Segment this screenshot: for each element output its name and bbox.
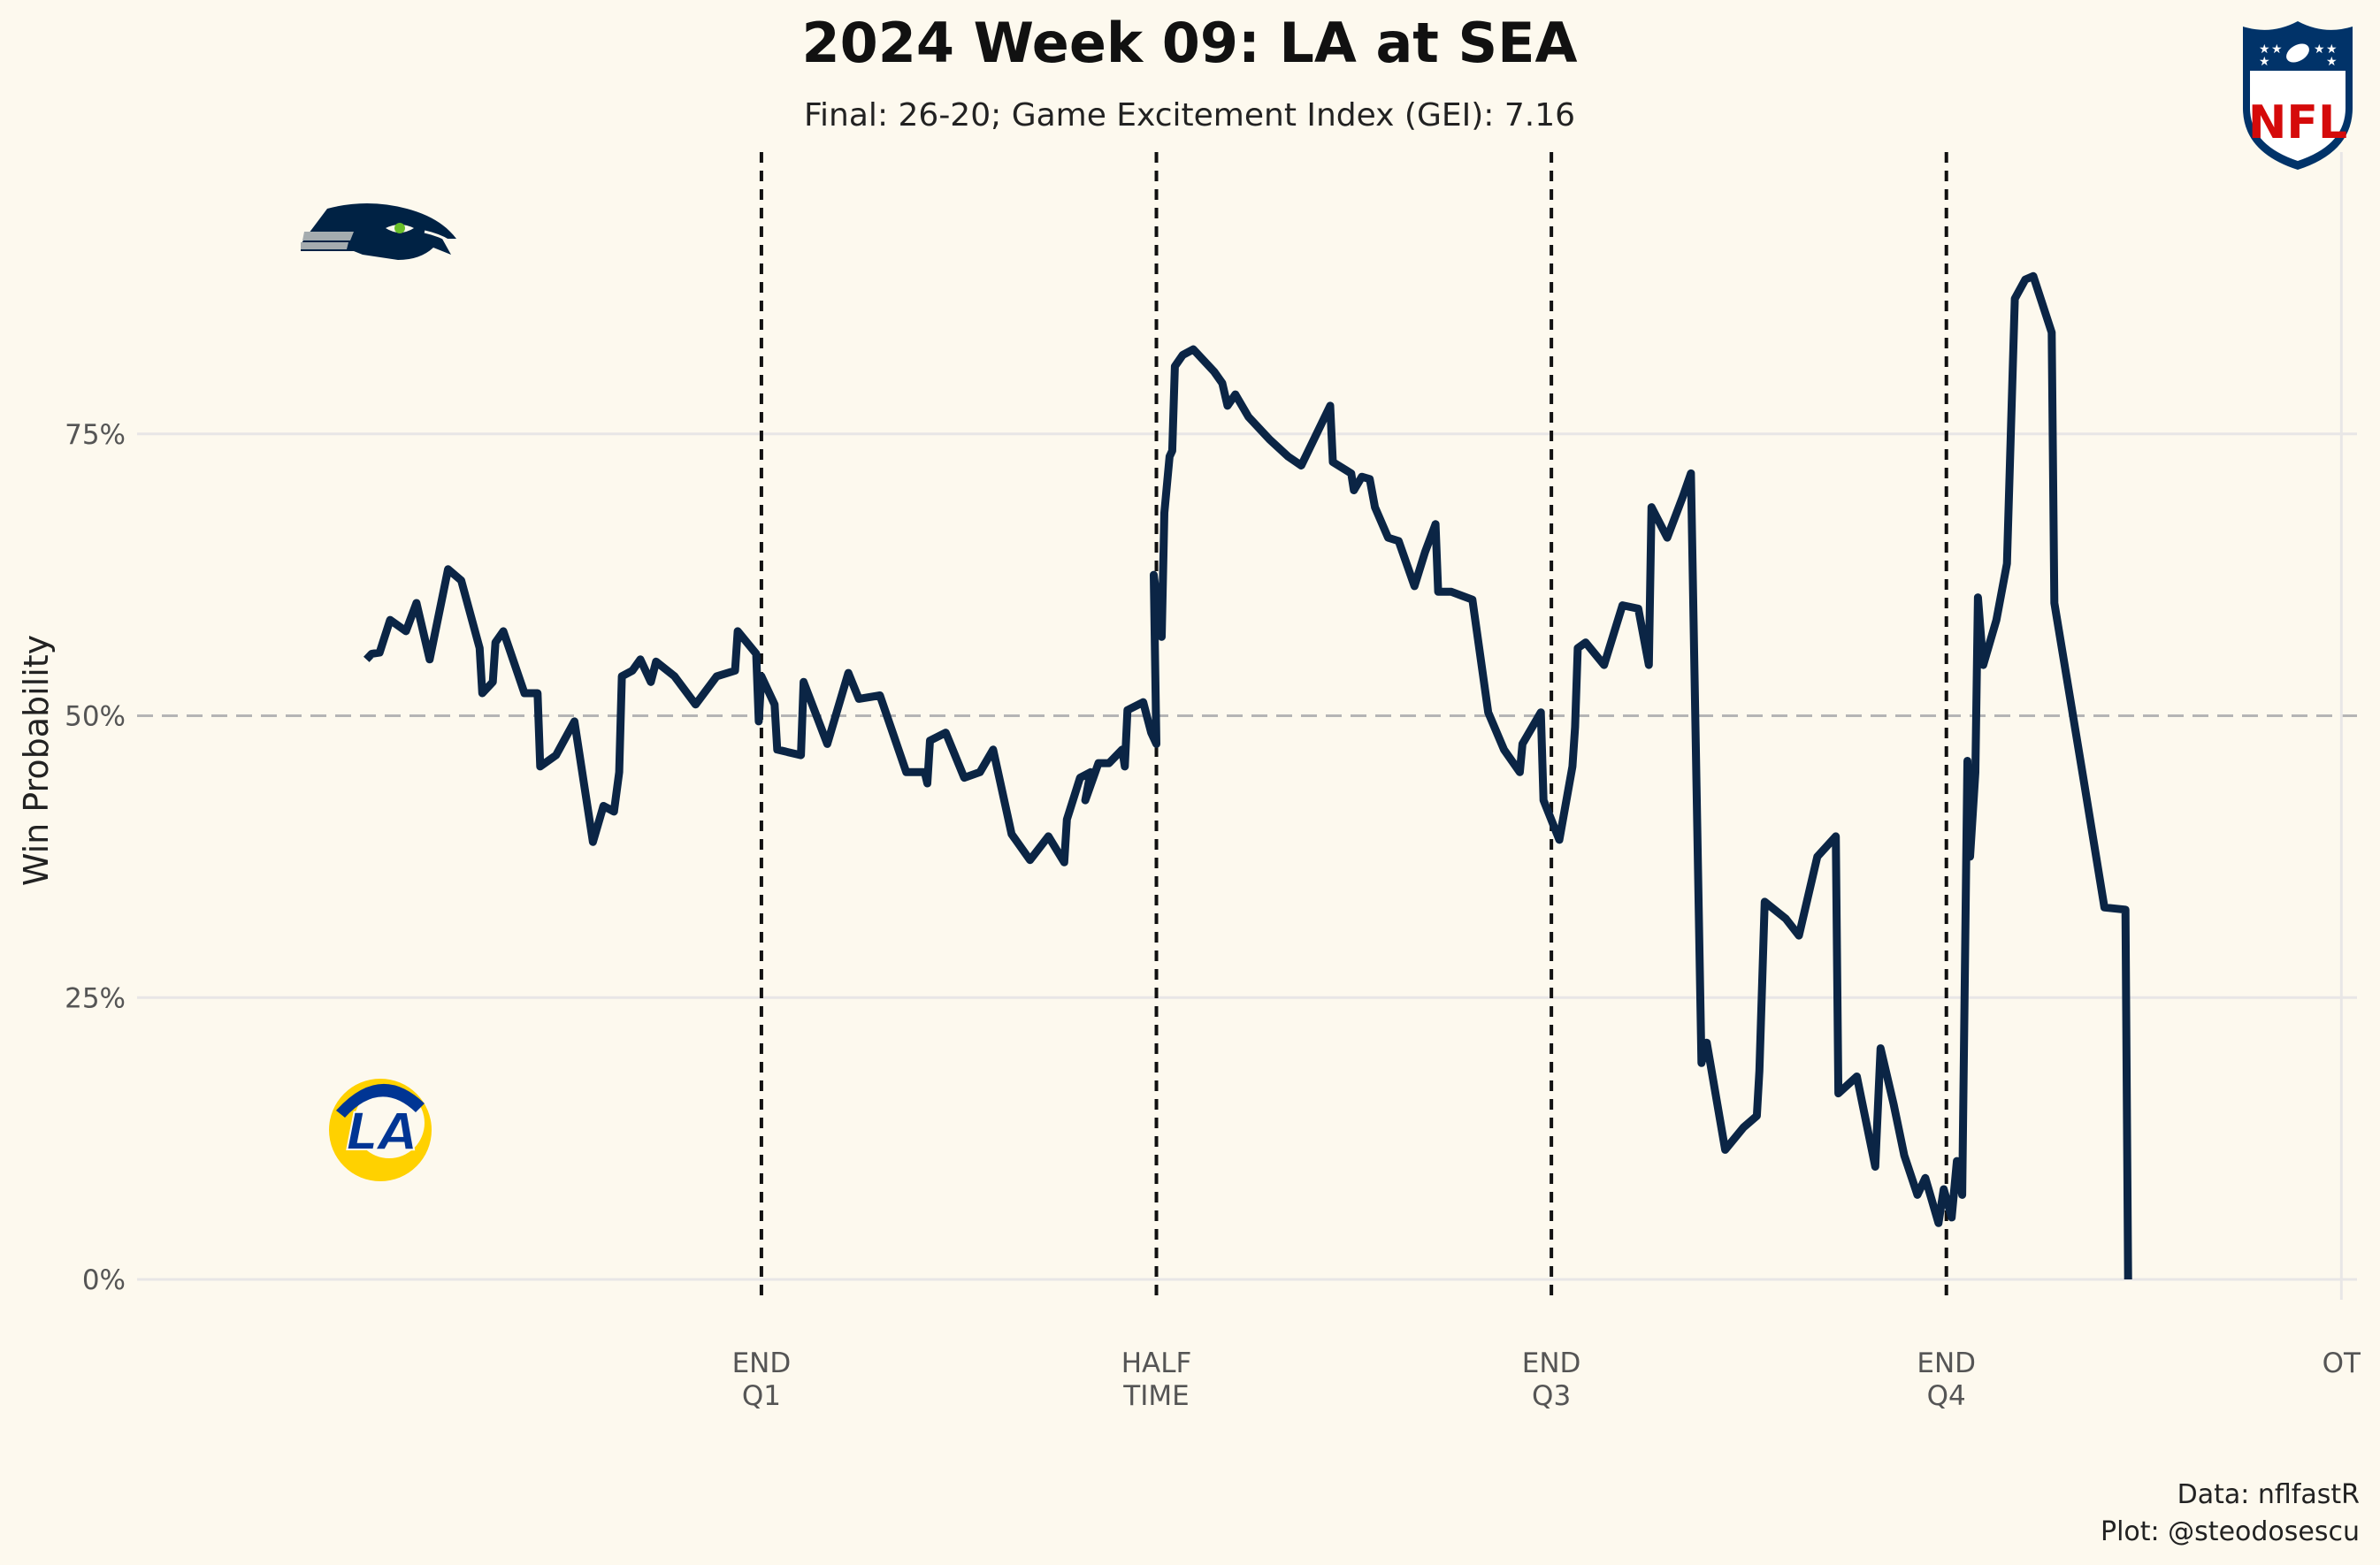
x-tick-label: TIME: [1122, 1380, 1189, 1412]
nfl-logo-text: NFL: [2248, 96, 2347, 149]
x-tick-label: Q4: [1927, 1380, 1966, 1412]
x-tick-label: Q3: [1532, 1380, 1571, 1412]
y-tick-label: 25%: [65, 982, 126, 1014]
quarter-dividers: [759, 152, 1948, 1300]
nfl-shield-inner: [2250, 71, 2346, 161]
star-icon: ★: [2259, 42, 2270, 57]
grid-lines: [137, 152, 2357, 1300]
y-axis-ticks: 0% 25% 50% 75%: [65, 419, 126, 1296]
seahawks-beak-highlight: [424, 230, 452, 244]
rams-logo-text: LA: [346, 1102, 418, 1162]
star-icon: ★: [2259, 55, 2270, 69]
x-tick-label: END: [1917, 1347, 1976, 1379]
x-tick-label: Q1: [742, 1380, 781, 1412]
y-tick-label: 50%: [65, 701, 126, 733]
rams-horn-blue: [336, 1083, 425, 1118]
nfl-football-icon: [2286, 43, 2309, 63]
chart-title: 2024 Week 09: LA at SEA: [801, 11, 1577, 75]
y-tick-label: 75%: [65, 419, 126, 451]
series-layer: [364, 271, 2132, 1280]
seahawks-eye: [394, 223, 405, 233]
y-axis-label: Win Probability: [17, 635, 56, 886]
nfl-logo: ★ ★ ★ ★ ★ ★ NFL: [2243, 21, 2353, 170]
x-tick-label: END: [732, 1347, 792, 1379]
seahawks-gray-feathers: [301, 232, 354, 249]
rams-horn-inner: [354, 1088, 425, 1158]
star-icon: ★: [2271, 42, 2283, 57]
seahawks-logo: [301, 203, 456, 260]
caption-data-source: Data: nflfastR: [2177, 1479, 2360, 1510]
star-icon: ★: [2326, 55, 2338, 69]
y-tick-label: 0%: [82, 1264, 126, 1296]
star-icon: ★: [2326, 42, 2338, 57]
x-tick-label: END: [1522, 1347, 1581, 1379]
win-probability-line: [364, 271, 2132, 1280]
chart-subtitle: Final: 26-20; Game Excitement Index (GEI…: [804, 97, 1575, 134]
x-tick-label: OT: [2323, 1347, 2361, 1379]
star-icon: ★: [2314, 42, 2325, 57]
rams-logo: LA: [329, 1079, 432, 1181]
x-tick-label: HALF: [1121, 1347, 1192, 1379]
nfl-stars: ★ ★ ★ ★ ★ ★: [2259, 42, 2338, 69]
caption-plot-credit: Plot: @steodosescu: [2101, 1516, 2360, 1547]
